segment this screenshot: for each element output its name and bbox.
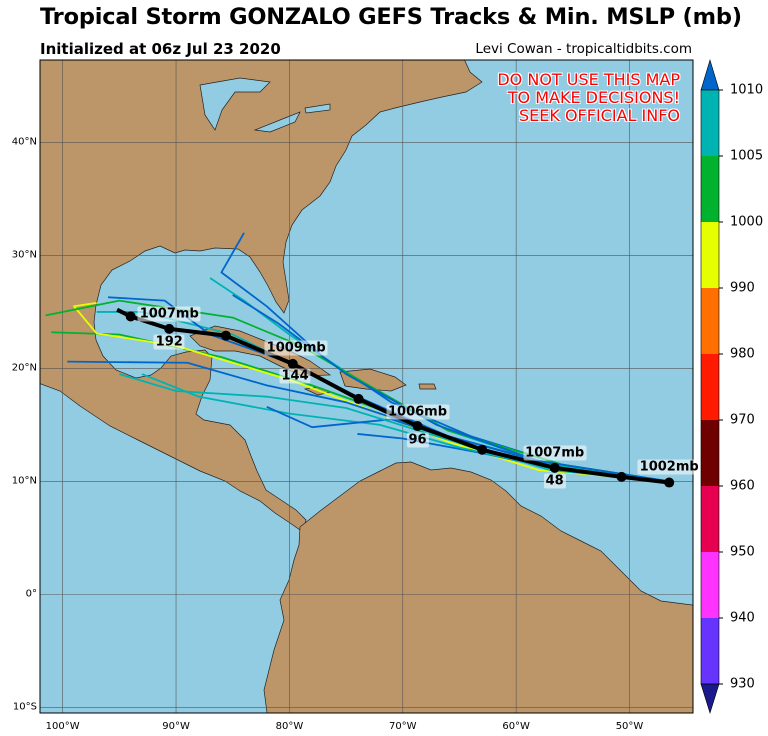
mean-track-point [412, 421, 423, 432]
lat-tick-label: 0° [25, 588, 37, 600]
great-lakes-water [199, 77, 271, 131]
mean-track-point [549, 462, 560, 473]
colorbar-bin [701, 354, 719, 420]
colorbar-tick-label: 1000 [730, 214, 764, 230]
graticule [40, 60, 693, 713]
warning-line-2: TO MAKE DECISIONS! [507, 88, 680, 107]
colorbar-tick-label: 940 [730, 610, 755, 626]
lat-tick-label: 40°N [11, 136, 37, 148]
colorbar-bin [701, 486, 719, 552]
mean-track-point [664, 477, 675, 488]
track-label: 48 [543, 473, 566, 489]
lon-tick-label: 90°W [162, 721, 190, 732]
puerto-rico-land [418, 383, 437, 390]
credit: Levi Cowan - tropicaltidbits.com [475, 41, 692, 57]
colorbar-bin [701, 156, 719, 222]
mean-track-point [287, 358, 298, 369]
lat-tick-label: 30°N [11, 249, 37, 261]
track-label: 144 [279, 368, 311, 384]
mean-track-point [353, 393, 364, 404]
colorbar [700, 58, 723, 715]
colorbar-tick-label: 970 [730, 412, 755, 428]
init-time: Initialized at 06z Jul 23 2020 [40, 40, 281, 58]
colorbar-tick-label: 950 [730, 544, 755, 560]
lon-tick-label: 100°W [45, 721, 80, 732]
north-america-land [40, 60, 483, 533]
lon-tick-label: 80°W [275, 721, 304, 732]
lake-erie-water [253, 111, 301, 133]
lat-tick-label: 10°N [11, 475, 37, 487]
lat-tick-label: 20°N [11, 362, 37, 374]
south-america-land [263, 461, 693, 713]
mean-track-point [125, 311, 136, 322]
colorbar-tick-label: 990 [730, 280, 755, 296]
colorbar-tick-label: 980 [730, 346, 755, 362]
colorbar-tick-label: 960 [730, 478, 755, 494]
lake-ontario-water [304, 103, 331, 114]
lon-tick-label: 70°W [388, 721, 417, 732]
colorbar-bin [701, 552, 719, 618]
ensemble-member-track [232, 294, 670, 483]
lon-tick-label: 50°W [615, 721, 644, 732]
colorbar-tick-label: 930 [730, 676, 755, 692]
colorbar-bin [701, 420, 719, 486]
mean-track-point [164, 323, 175, 334]
hispaniola-land [339, 368, 407, 392]
warning-line-3: SEEK OFFICIAL INFO [519, 106, 680, 125]
track-label: 1009mb [264, 340, 328, 356]
track-label: 1007mb [137, 306, 201, 322]
track-label: 1002mb [637, 459, 701, 475]
lat-tick-label: 10°S [12, 701, 37, 713]
map-frame [39, 59, 694, 714]
track-label: 96 [406, 432, 429, 448]
map-title: Tropical Storm GONZALO GEFS Tracks & Min… [40, 4, 742, 30]
colorbar-bin [701, 222, 719, 288]
colorbar-frame [700, 89, 720, 685]
track-label: 192 [153, 334, 185, 350]
colorbar-bin [701, 90, 719, 156]
lon-tick-label: 60°W [502, 721, 530, 732]
mean-track-point [220, 330, 231, 341]
track-label: 1007mb [523, 445, 587, 461]
colorbar-tick-label: 1005 [730, 148, 764, 164]
colorbar-bin [701, 288, 719, 354]
mean-track [116, 307, 675, 488]
colorbar-tick-label: 1010 [730, 82, 764, 98]
mean-track-point [616, 471, 627, 482]
mean-track-point [477, 444, 488, 455]
track-label: 1006mb [385, 404, 450, 420]
ensemble-member-track [119, 373, 670, 483]
colorbar-bin [701, 618, 719, 684]
warning-line-1: DO NOT USE THIS MAP [497, 70, 680, 89]
